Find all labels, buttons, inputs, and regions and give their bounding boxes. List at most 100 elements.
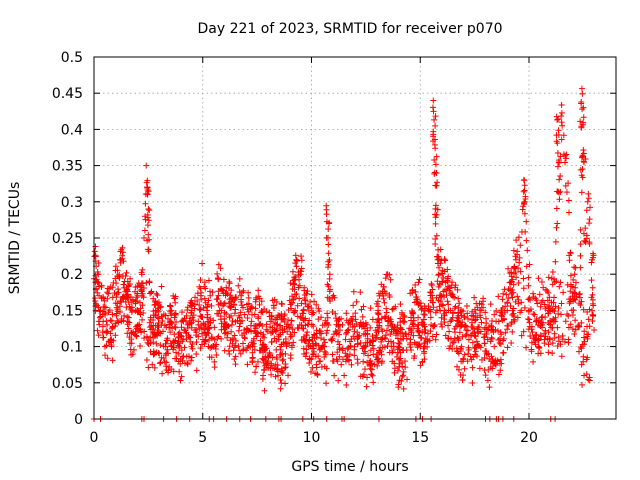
data-point xyxy=(357,289,364,296)
data-point xyxy=(95,260,102,267)
data-point xyxy=(421,348,428,355)
data-point xyxy=(172,310,179,317)
data-point xyxy=(178,324,185,331)
data-point xyxy=(510,289,517,296)
data-point xyxy=(341,372,348,379)
data-point xyxy=(555,310,562,317)
data-point xyxy=(549,350,556,357)
data-point xyxy=(534,300,541,307)
data-point xyxy=(559,122,566,129)
data-point xyxy=(252,369,259,376)
data-point xyxy=(325,250,332,257)
data-point xyxy=(114,317,121,324)
data-point xyxy=(499,296,506,303)
data-point xyxy=(141,335,148,342)
data-point xyxy=(346,338,353,345)
data-point xyxy=(577,241,584,248)
data-point xyxy=(220,276,227,283)
data-point xyxy=(202,299,209,306)
data-point xyxy=(263,308,270,315)
data-point xyxy=(577,264,584,271)
data-point xyxy=(568,307,575,314)
data-point xyxy=(153,340,160,347)
data-point xyxy=(541,301,548,308)
data-point xyxy=(367,347,374,354)
data-point xyxy=(446,328,453,335)
data-point xyxy=(235,343,242,350)
data-point xyxy=(121,278,128,285)
data-point xyxy=(214,296,221,303)
data-point xyxy=(288,300,295,307)
data-point xyxy=(402,364,409,371)
data-point xyxy=(360,358,367,365)
data-point xyxy=(482,372,489,379)
x-axis-title: GPS time / hours xyxy=(291,459,408,475)
data-point xyxy=(178,373,185,380)
data-point xyxy=(577,344,584,351)
data-point xyxy=(541,330,548,337)
data-point xyxy=(204,304,211,311)
data-point xyxy=(432,161,439,168)
data-point xyxy=(465,315,472,322)
data-point xyxy=(326,219,333,226)
data-point xyxy=(232,353,239,360)
data-point xyxy=(188,357,195,364)
data-point xyxy=(579,174,586,181)
data-point xyxy=(198,289,205,296)
data-point xyxy=(201,295,208,302)
data-point xyxy=(263,326,270,333)
data-point xyxy=(155,349,162,356)
data-point xyxy=(103,328,110,335)
data-point xyxy=(571,331,578,338)
data-point xyxy=(581,372,588,379)
data-point xyxy=(523,237,530,244)
data-point xyxy=(211,324,218,331)
data-point xyxy=(279,301,286,308)
data-point xyxy=(96,314,103,321)
data-point xyxy=(287,280,294,287)
data-point xyxy=(145,217,152,224)
data-point xyxy=(244,315,251,322)
data-point xyxy=(363,321,370,328)
data-point xyxy=(436,264,443,271)
data-point xyxy=(196,301,203,308)
data-point xyxy=(454,363,461,370)
data-point xyxy=(346,351,353,358)
data-point xyxy=(429,104,436,111)
data-point xyxy=(119,252,126,259)
data-point xyxy=(369,316,376,323)
data-point xyxy=(252,298,259,305)
data-point xyxy=(108,336,115,343)
data-point xyxy=(565,312,572,319)
data-point xyxy=(249,349,256,356)
data-point xyxy=(480,295,487,302)
data-point xyxy=(105,290,112,297)
data-point xyxy=(430,97,437,104)
data-point xyxy=(300,345,307,352)
data-point xyxy=(301,284,308,291)
data-point xyxy=(159,313,166,320)
data-point xyxy=(215,276,222,283)
data-point xyxy=(399,373,406,380)
data-point xyxy=(585,316,592,323)
y-tick-label: 0.4 xyxy=(61,122,83,138)
data-point xyxy=(101,304,108,311)
data-point xyxy=(335,316,342,323)
data-point xyxy=(578,319,585,326)
data-point xyxy=(449,339,456,346)
data-point xyxy=(236,275,243,282)
data-point xyxy=(535,275,542,282)
data-point xyxy=(258,298,265,305)
data-point xyxy=(483,347,490,354)
data-point xyxy=(560,289,567,296)
data-point xyxy=(557,172,564,179)
data-point xyxy=(141,213,148,220)
data-point xyxy=(198,322,205,329)
data-point xyxy=(255,313,262,320)
data-point xyxy=(465,350,472,357)
data-point xyxy=(428,280,435,287)
data-point xyxy=(176,368,183,375)
data-point xyxy=(461,314,468,321)
data-point xyxy=(523,344,530,351)
data-point xyxy=(555,338,562,345)
